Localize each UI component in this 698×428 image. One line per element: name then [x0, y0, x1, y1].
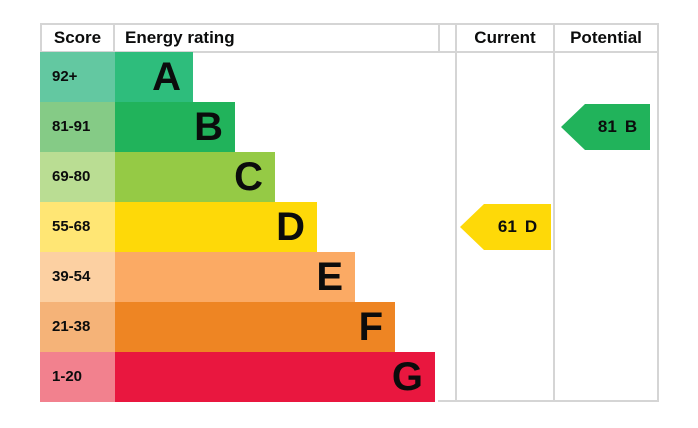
- rating-bar: F: [115, 302, 395, 352]
- grid-line-rating-end: [438, 23, 440, 52]
- grid-line-potential-left: [553, 23, 555, 402]
- grid-line-header-bottom: [40, 51, 658, 53]
- grid-line-current-left: [455, 23, 457, 402]
- grid-line-header-left: [40, 23, 42, 52]
- current-band: D: [524, 217, 538, 236]
- band-letter: G: [391, 355, 423, 399]
- band-letter: C: [234, 155, 263, 199]
- current-value: 61: [497, 217, 517, 236]
- score-cell: 1-20: [40, 352, 115, 402]
- header-score: Score: [53, 28, 102, 47]
- header-energy-rating: Energy rating: [125, 28, 235, 47]
- grid-line-bottom: [438, 400, 659, 402]
- potential-arrow: 81 B: [561, 104, 650, 150]
- potential-band: B: [624, 117, 638, 136]
- rating-bar: D: [115, 202, 317, 252]
- band-letter: E: [316, 255, 343, 299]
- band-letter: A: [152, 55, 181, 99]
- score-cell: 81-91: [40, 102, 115, 152]
- current-arrow: 61 D: [460, 204, 551, 250]
- band-letter: F: [358, 305, 383, 349]
- score-cell: 21-38: [40, 302, 115, 352]
- rating-bar: C: [115, 152, 275, 202]
- potential-value: 81: [597, 117, 617, 136]
- score-cell: 92+: [40, 52, 115, 102]
- rating-bar: G: [115, 352, 435, 402]
- score-cell: 69-80: [40, 152, 115, 202]
- rating-bar: E: [115, 252, 355, 302]
- band-letter: B: [194, 105, 223, 149]
- grid-line-score-divider: [113, 23, 115, 52]
- header-potential: Potential: [570, 28, 642, 47]
- rating-bar: B: [115, 102, 235, 152]
- header-current: Current: [474, 28, 536, 47]
- band-letter: D: [276, 205, 305, 249]
- score-cell: 55-68: [40, 202, 115, 252]
- grid-line-right: [657, 23, 659, 402]
- rating-bar: A: [115, 52, 193, 102]
- grid-line-top: [40, 23, 658, 25]
- score-cell: 39-54: [40, 252, 115, 302]
